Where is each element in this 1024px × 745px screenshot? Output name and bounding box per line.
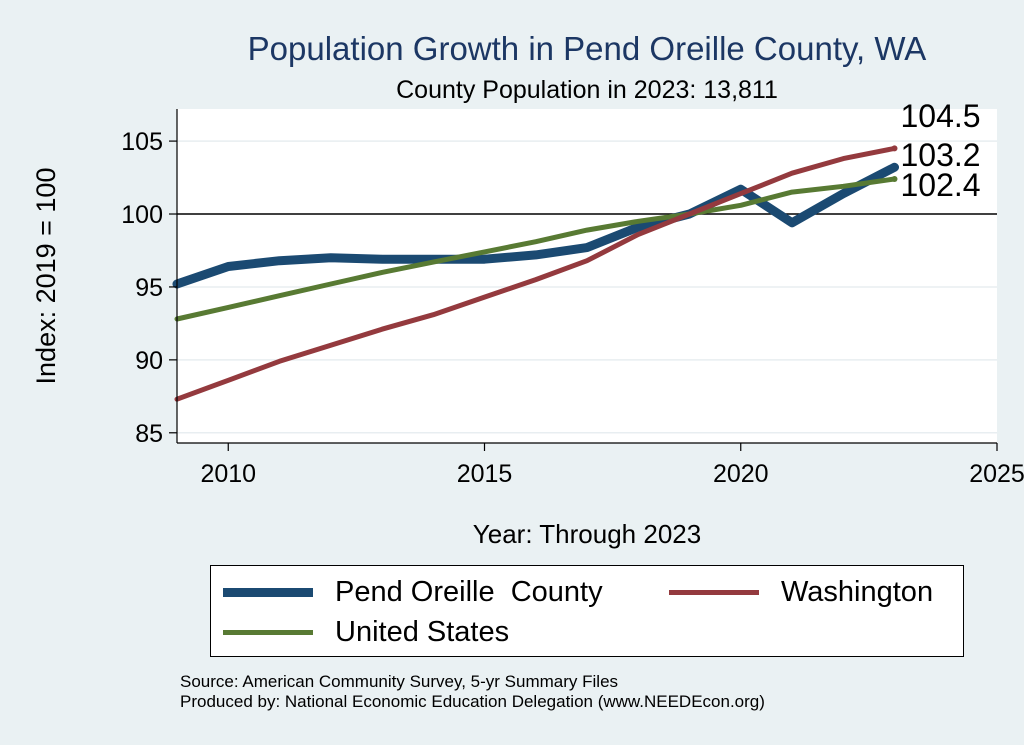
series-layer (172, 145, 899, 402)
x-axis-label: Year: Through 2023 (473, 519, 701, 549)
axes: 85 90 95 100 105 2010 2015 2020 2025 (121, 109, 1024, 488)
x-tick-label: 2025 (969, 460, 1024, 488)
y-axis-label: Index: 2019 = 100 (31, 168, 61, 385)
series-end-point-1 (891, 145, 898, 152)
y-tick-label: 85 (135, 420, 163, 448)
end-label-1: 104.5 (901, 98, 981, 134)
legend-item-washington: Washington (669, 576, 933, 609)
chart-title: Population Growth in Pend Oreille County… (248, 30, 927, 67)
legend: Pend Oreille County Washington United St… (210, 565, 964, 657)
chart-subtitle: County Population in 2023: 13,811 (396, 76, 778, 104)
source-note: Source: American Community Survey, 5-yr … (180, 672, 765, 712)
legend-swatch-pend-oreille (223, 588, 313, 597)
series-line-0 (172, 162, 899, 289)
source-line: Source: American Community Survey, 5-yr … (180, 672, 619, 691)
series-end-point-2 (891, 176, 898, 183)
legend-swatch-washington (669, 590, 759, 595)
y-tick-label: 90 (135, 347, 163, 375)
y-tick-label: 105 (121, 128, 163, 156)
legend-item-pend-oreille: Pend Oreille County (223, 576, 603, 609)
plot-area (177, 109, 997, 443)
producer-line: Produced by: National Economic Education… (180, 692, 765, 711)
series-line-2 (174, 176, 897, 322)
end-label-2: 102.4 (901, 167, 981, 203)
legend-label-pend-oreille: Pend Oreille County (335, 576, 603, 608)
chart: Population Growth in Pend Oreille County… (31, 30, 1024, 549)
y-tick-label: 95 (135, 274, 163, 302)
x-tick-label: 2015 (457, 460, 513, 488)
legend-label-united-states: United States (335, 616, 510, 648)
series-end-point-0 (891, 164, 898, 171)
legend-item-united-states: United States (223, 616, 509, 649)
x-tick-label: 2010 (200, 460, 256, 488)
y-tick-label: 100 (121, 201, 163, 229)
legend-swatch-united-states (223, 630, 313, 635)
legend-label-washington: Washington (781, 576, 934, 608)
series-line-1 (174, 145, 897, 402)
end-label-0: 103.2 (901, 137, 981, 173)
x-tick-label: 2020 (713, 460, 769, 488)
